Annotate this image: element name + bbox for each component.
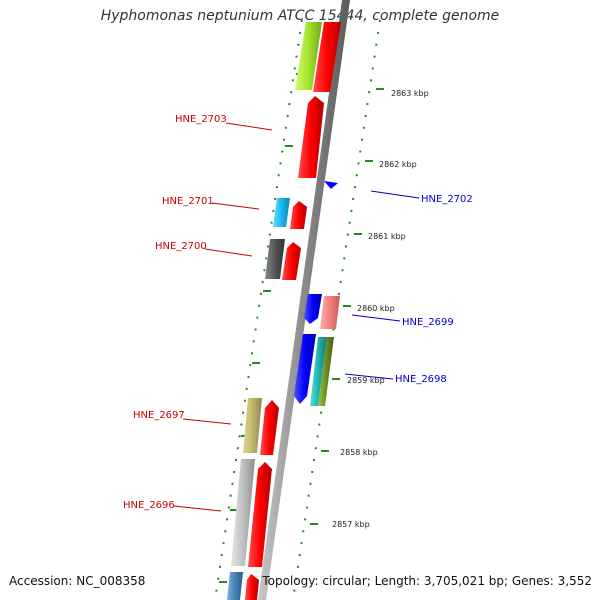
accession-text: Accession: NC_008358 <box>9 574 146 588</box>
label-hne-2701[interactable]: HNE_2701 <box>162 196 214 207</box>
label-hne-2702[interactable]: HNE_2702 <box>421 194 473 205</box>
label-hne-2700[interactable]: HNE_2700 <box>155 241 207 252</box>
cds-pink-2699[interactable] <box>320 296 340 329</box>
cds-silver-2696[interactable] <box>231 459 255 566</box>
gene-hne-2697[interactable] <box>260 400 279 455</box>
scale-label-2859: 2859 kbp <box>347 376 385 385</box>
cds-cyan-2701[interactable] <box>273 198 290 227</box>
scale-label-2860: 2860 kbp <box>357 304 395 313</box>
cds-lime-top[interactable] <box>295 22 322 90</box>
gene-hne-2699[interactable] <box>304 294 322 324</box>
label-hne-2698[interactable]: HNE_2698 <box>395 374 447 385</box>
label-hne-2697[interactable]: HNE_2697 <box>133 410 185 421</box>
tick-border-left <box>214 19 303 600</box>
cds-red-bottom[interactable] <box>245 574 259 600</box>
label-leaders-right <box>344 190 420 380</box>
cds-khaki-2697[interactable] <box>243 398 262 453</box>
cds-olive-2698[interactable] <box>318 337 334 406</box>
cds-dark-2700[interactable] <box>265 239 285 279</box>
topology-text: Topology: circular; Length: 3,705,021 bp… <box>262 574 592 588</box>
label-leaders-left <box>173 122 273 512</box>
gene-hne-2698[interactable] <box>294 334 316 404</box>
tick-border-right <box>292 19 381 600</box>
gene-hne-2696[interactable] <box>248 462 272 567</box>
genome-backbone <box>258 0 350 600</box>
gene-hne-2701[interactable] <box>290 201 307 229</box>
genome-title: Hyphomonas neptunium ATCC 15444, complet… <box>100 8 500 24</box>
scale-label-2862: 2862 kbp <box>379 160 417 169</box>
gene-hne-2702[interactable] <box>324 181 338 189</box>
scale-label-2858: 2858 kbp <box>340 448 378 457</box>
cds-teal-2698[interactable] <box>310 337 327 406</box>
scale-label-2857: 2857 kbp <box>332 520 370 529</box>
cds-steel-bottom[interactable] <box>227 572 243 600</box>
gene-hne-2703[interactable] <box>298 96 324 178</box>
scale-label-2861: 2861 kbp <box>368 232 406 241</box>
cds-red-top[interactable] <box>313 22 341 92</box>
gene-hne-2700[interactable] <box>282 242 301 280</box>
label-hne-2696[interactable]: HNE_2696 <box>123 500 175 511</box>
scale-label-2863: 2863 kbp <box>391 89 429 98</box>
label-hne-2699[interactable]: HNE_2699 <box>402 317 454 328</box>
label-hne-2703[interactable]: HNE_2703 <box>175 114 227 125</box>
